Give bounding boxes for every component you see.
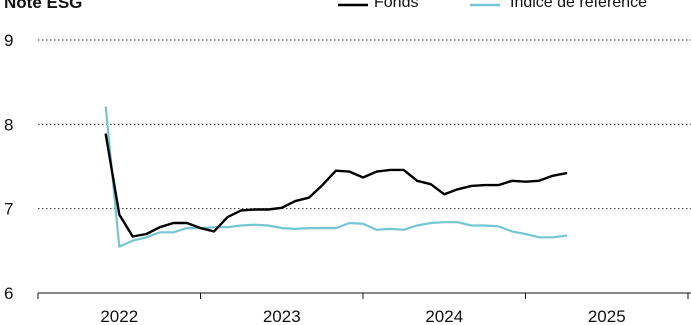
series-line-fonds [104, 133, 568, 238]
x-tick-label-2024: 2024 [425, 307, 463, 325]
y-axis-labels: 6 7 8 9 [4, 31, 13, 303]
legend-label-indice-de-reference: Indice de référence [510, 0, 647, 11]
chart-title: Note ESG [4, 0, 82, 12]
x-tick-label-2025: 2025 [588, 307, 626, 325]
legend-label-fonds: Fonds [374, 0, 418, 11]
y-tick-label-9: 9 [4, 31, 13, 50]
y-tick-label-7: 7 [4, 200, 13, 219]
gridlines [38, 39, 691, 210]
y-tick-label-8: 8 [4, 115, 13, 134]
y-tick-label-6: 6 [4, 284, 13, 303]
x-tick-label-2022: 2022 [100, 307, 138, 325]
x-axis: 2022 2023 2024 2025 [37, 292, 691, 325]
legend: Fonds Indice de référence [338, 0, 647, 11]
series-layer [104, 106, 568, 248]
x-tick-label-2023: 2023 [263, 307, 301, 325]
series-line-indice-de-reference [104, 106, 568, 248]
